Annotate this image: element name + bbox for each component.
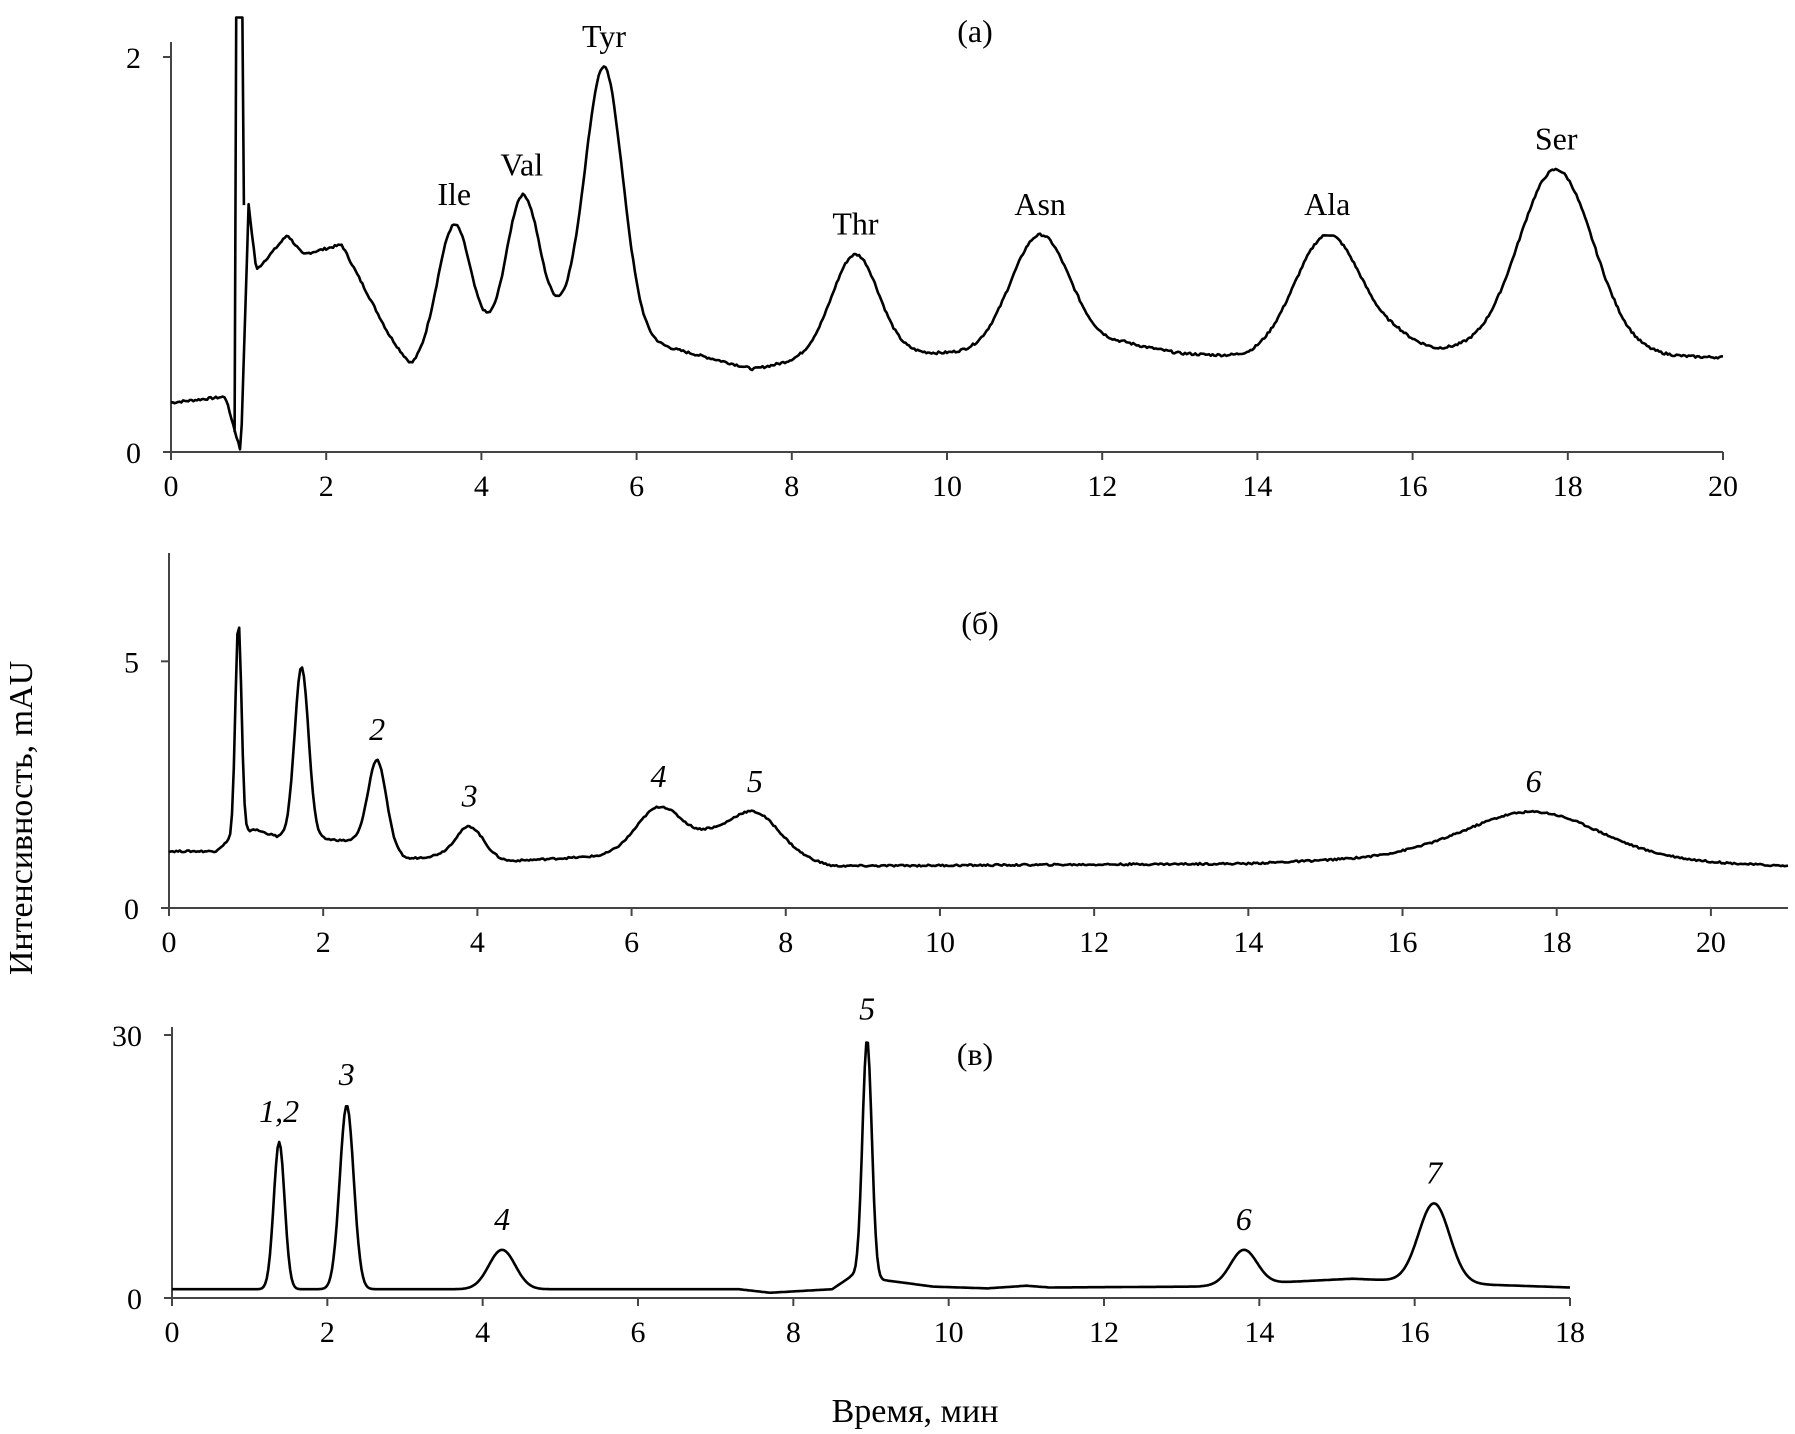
y-axis-title: Интенсивность, mAU (3, 661, 40, 975)
panel-a-ticks: 0 2 4 6 8 10 12 14 16 18 20 0 2 (126, 42, 1738, 503)
x-tick-label: 16 (1400, 1316, 1430, 1349)
y-tick-label: 0 (126, 437, 141, 470)
x-tick-label: 18 (1553, 470, 1583, 503)
x-tick-label: 16 (1388, 926, 1418, 959)
peak-label: 3 (461, 778, 478, 814)
y-tick-label: 0 (127, 1283, 142, 1316)
x-tick-label: 0 (164, 470, 179, 503)
peak-label: Ser (1535, 121, 1578, 157)
x-tick-label: 12 (1079, 926, 1109, 959)
panel-c-label: (в) (957, 1036, 993, 1072)
y-tick-label: 2 (126, 42, 141, 75)
x-tick-label: 14 (1233, 926, 1263, 959)
x-tick-label: 14 (1244, 1316, 1274, 1349)
x-axis-title: Время, мин (832, 1393, 999, 1430)
x-tick-label: 10 (932, 470, 962, 503)
panel-a: (а) 0 2 4 6 8 10 12 14 16 18 20 0 2 Ile Val Tyr Thr Asn A… (126, 13, 1738, 503)
peak-label: Ala (1304, 186, 1350, 222)
panel-c-ticks: 0 2 4 6 8 10 12 14 16 18 0 30 (112, 1020, 1585, 1349)
peak-label: 3 (338, 1056, 355, 1092)
x-tick-label: 10 (925, 926, 955, 959)
x-tick-label: 6 (624, 926, 639, 959)
x-tick-label: 14 (1242, 470, 1272, 503)
x-tick-label: 4 (474, 470, 489, 503)
peak-label: 5 (859, 990, 875, 1026)
x-tick-label: 8 (784, 470, 799, 503)
x-tick-label: 6 (631, 1316, 646, 1349)
x-tick-label: 2 (320, 1316, 335, 1349)
peak-label: Tyr (582, 18, 626, 54)
peak-label: Asn (1014, 186, 1066, 222)
x-tick-label: 0 (162, 926, 177, 959)
panel-b-ticks: 0 2 4 6 8 10 12 14 16 18 20 0 5 (124, 646, 1726, 959)
peak-label: 6 (1526, 763, 1542, 799)
panel-a-peak-labels: Ile Val Tyr Thr Asn Ala Ser (437, 18, 1577, 242)
x-tick-label: 20 (1708, 470, 1738, 503)
x-tick-label: 4 (470, 926, 485, 959)
peak-label: Thr (832, 206, 879, 242)
x-tick-label: 18 (1542, 926, 1572, 959)
x-tick-label: 2 (316, 926, 331, 959)
panel-c-peak-labels: 1,2 3 4 5 6 7 (259, 990, 1444, 1236)
panel-b-trace (168, 626, 1789, 868)
peak-label: 4 (494, 1201, 510, 1237)
x-tick-label: 18 (1555, 1316, 1585, 1349)
x-tick-label: 8 (786, 1316, 801, 1349)
peak-label: Val (500, 146, 543, 182)
peak-label: 7 (1426, 1154, 1444, 1190)
y-tick-label: 5 (124, 646, 139, 679)
panel-b-label: (б) (961, 605, 999, 641)
panel-a-label: (а) (957, 13, 993, 49)
x-tick-label: 10 (934, 1316, 964, 1349)
peak-label: 5 (747, 763, 763, 799)
peak-label: Ile (437, 176, 471, 212)
panel-a-trace (170, 16, 1724, 451)
panel-b: (б) 0 2 4 6 8 10 12 14 16 18 20 0 5 2 3 4 5 6 (124, 553, 1789, 959)
y-tick-label: 30 (112, 1020, 142, 1053)
peak-label: 1,2 (259, 1093, 299, 1129)
panel-b-peak-labels: 2 3 4 5 6 (369, 711, 1541, 814)
x-tick-label: 12 (1089, 1316, 1119, 1349)
peak-label: 6 (1236, 1201, 1252, 1237)
x-tick-label: 0 (165, 1316, 180, 1349)
x-tick-label: 20 (1696, 926, 1726, 959)
panel-c: (в) 0 2 4 6 8 10 12 14 16 18 0 30 1,2 3 4 5 6 7 (112, 990, 1585, 1349)
x-tick-label: 12 (1087, 470, 1117, 503)
x-tick-label: 4 (475, 1316, 490, 1349)
x-tick-label: 16 (1398, 470, 1428, 503)
peak-label: 4 (651, 758, 667, 794)
x-tick-label: 6 (629, 470, 644, 503)
x-tick-label: 2 (319, 470, 334, 503)
peak-label: 2 (369, 711, 385, 747)
y-tick-label: 0 (124, 893, 139, 926)
x-tick-label: 8 (778, 926, 793, 959)
panel-c-trace (172, 1041, 1571, 1294)
